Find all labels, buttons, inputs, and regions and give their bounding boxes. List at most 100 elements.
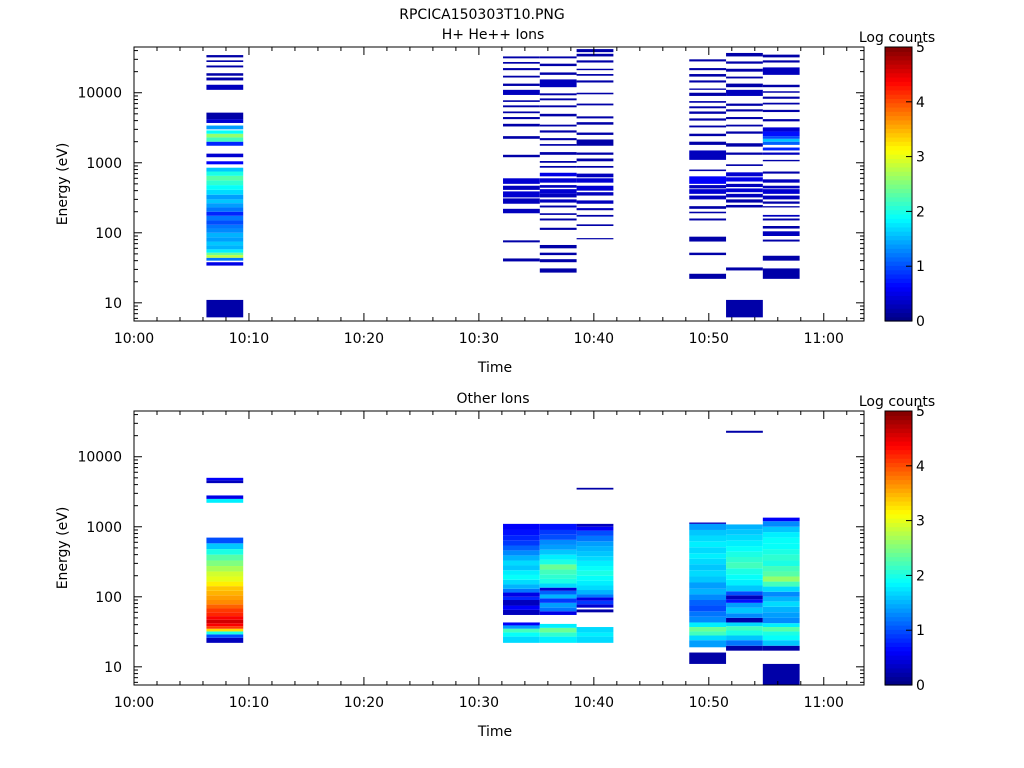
data-cell: [762, 231, 800, 236]
data-cell: [539, 124, 577, 127]
data-cell: [503, 185, 540, 190]
data-cell: [206, 237, 244, 242]
data-cell: [539, 539, 577, 545]
colorbar-step: [885, 239, 912, 245]
data-cell: [576, 535, 614, 542]
colorbar-step: [885, 316, 912, 322]
data-cell: [206, 137, 244, 142]
data-cell: [726, 630, 763, 636]
data-cell: [762, 631, 800, 636]
data-cell: [762, 268, 800, 279]
panel-title: Other Ions: [456, 391, 529, 407]
data-cell: [503, 545, 540, 551]
data-cell: [206, 215, 244, 221]
colorbar-step: [885, 175, 912, 181]
data-cell: [206, 249, 244, 253]
data-cell: [539, 98, 577, 101]
data-cell: [539, 602, 577, 608]
colorbar-step: [885, 196, 912, 202]
data-cell: [539, 161, 577, 163]
colorbar-step: [885, 51, 912, 57]
colorbar-step: [885, 518, 912, 523]
data-cell: [576, 139, 614, 146]
colorbar-step: [885, 569, 912, 575]
data-cell: [576, 185, 614, 191]
colorbar-step: [885, 496, 912, 502]
data-cell: [503, 636, 540, 643]
data-cell: [539, 152, 577, 155]
data-cell: [576, 530, 614, 536]
data-cell: [206, 60, 244, 62]
data-cell: [539, 105, 577, 108]
data-cell: [689, 273, 727, 279]
data-cell: [539, 172, 577, 177]
colorbar-step: [885, 136, 912, 142]
data-cell: [762, 141, 800, 145]
colorbar-step: [885, 115, 912, 121]
data-cell: [726, 183, 763, 188]
x-axis-label: Time: [477, 360, 512, 376]
x-axis-label: Time: [477, 724, 512, 740]
colorbar-step: [885, 522, 912, 528]
data-cell: [576, 566, 614, 571]
data-cell: [206, 586, 244, 591]
data-cell: [539, 93, 577, 96]
colorbar-tick-label: 1: [916, 623, 925, 639]
x-tick-label: 10:40: [574, 331, 614, 347]
data-cell: [726, 540, 763, 547]
data-cell: [762, 566, 800, 572]
data-cell: [206, 130, 244, 134]
data-cell: [689, 150, 727, 160]
colorbar-step: [885, 513, 912, 519]
data-cell: [726, 551, 763, 557]
data-cell: [576, 173, 614, 178]
data-cell: [762, 109, 800, 113]
data-cell: [206, 211, 244, 216]
data-cell: [539, 594, 577, 599]
data-cell: [206, 495, 244, 499]
colorbar-step: [885, 445, 912, 451]
x-tick-label: 10:20: [344, 331, 384, 347]
data-cell: [503, 523, 540, 530]
data-cell: [726, 579, 763, 586]
data-cell: [762, 171, 800, 174]
colorbar-step: [885, 256, 912, 262]
y-axis-label: Energy (eV): [55, 143, 71, 226]
data-cell: [206, 537, 244, 544]
data-cell: [762, 532, 800, 538]
colorbar-step: [885, 620, 912, 626]
x-tick-label: 10:40: [574, 695, 614, 711]
colorbar-step: [885, 184, 912, 189]
colorbar-tick-label: 5: [916, 404, 925, 420]
data-cell: [726, 640, 763, 646]
data-cell: [503, 111, 540, 114]
data-cell: [762, 218, 800, 221]
colorbar-tick-label: 0: [916, 678, 925, 694]
colorbar-step: [885, 295, 912, 301]
data-cell: [503, 625, 540, 629]
data-cell: [689, 635, 727, 641]
data-cell: [576, 60, 614, 63]
data-cell: [206, 600, 244, 605]
data-cell: [576, 604, 614, 608]
data-cell: [762, 623, 800, 628]
data-cell: [503, 105, 540, 108]
data-cell: [503, 117, 540, 120]
data-cell: [206, 245, 244, 250]
data-cell: [689, 627, 727, 632]
colorbar-step: [885, 488, 912, 493]
colorbar-step: [885, 423, 912, 429]
colorbar-frame: [884, 46, 913, 322]
colorbar-step: [885, 595, 912, 600]
colorbar-step: [885, 111, 912, 117]
colorbar-step: [885, 440, 912, 446]
colorbar-step: [885, 560, 912, 566]
colorbar-step: [885, 607, 912, 613]
data-cell: [576, 200, 614, 204]
data-cell: [726, 607, 763, 614]
data-cell: [206, 262, 244, 266]
data-cell: [762, 581, 800, 587]
data-cell: [576, 132, 614, 135]
data-cell: [206, 549, 244, 555]
data-cell: [762, 136, 800, 139]
